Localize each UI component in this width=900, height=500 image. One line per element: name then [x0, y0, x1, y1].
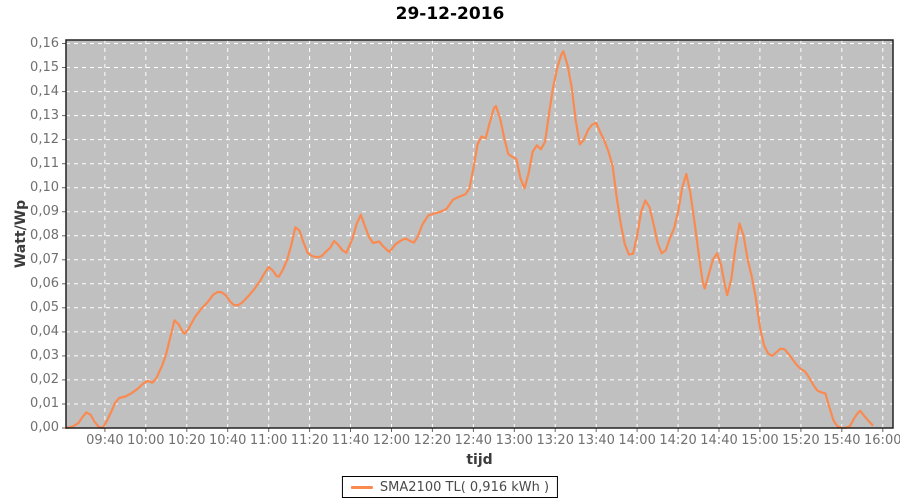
legend: SMA2100 TL( 0,916 kWh ) [341, 476, 559, 498]
y-tick-label: 0,13 [30, 107, 59, 123]
x-tick-label: 15:00 [741, 433, 779, 448]
y-tick-label: 0,06 [30, 275, 59, 291]
x-tick-label: 16:00 [864, 433, 900, 448]
x-tick-label: 12:40 [454, 433, 493, 448]
y-tick-label: 0,10 [30, 179, 59, 195]
y-tick-label: 0,07 [30, 251, 59, 267]
y-tick-label: 0,03 [30, 347, 59, 363]
y-tick-label: 0,11 [30, 155, 59, 171]
x-tick-label: 14:20 [659, 433, 697, 448]
x-tick-label: 12:20 [413, 433, 452, 448]
y-tick-label: 0,00 [30, 420, 59, 435]
x-tick-label: 09:40 [86, 433, 124, 448]
y-tick-label: 0,14 [30, 83, 59, 99]
legend-line-sample [350, 485, 373, 489]
x-axis-label: tijd [466, 452, 493, 468]
x-tick-label: 13:00 [495, 433, 534, 448]
x-tick-label: 11:40 [331, 433, 370, 448]
y-tick-label: 0,16 [30, 35, 59, 51]
x-tick-label: 14:40 [700, 433, 738, 448]
legend-label: SMA2100 TL( 0,916 kWh ) [379, 479, 550, 495]
x-tick-label: 13:40 [577, 433, 615, 448]
x-tick-label: 14:00 [618, 433, 656, 448]
x-tick-label: 10:00 [127, 433, 165, 448]
y-tick-label: 0,05 [30, 299, 59, 315]
chart-title: 29-12-2016 [395, 4, 505, 24]
y-tick-label: 0,08 [30, 227, 59, 243]
series-line [64, 50, 874, 430]
x-tick-label: 10:20 [168, 433, 206, 448]
x-tick-label: 12:00 [372, 433, 411, 448]
y-tick-label: 0,02 [30, 371, 59, 387]
y-tick-label: 0,01 [30, 395, 59, 411]
y-tick-label: 0,04 [30, 323, 59, 339]
y-tick-label: 0,15 [30, 59, 59, 75]
x-tick-label: 15:40 [823, 433, 861, 448]
x-tick-label: 15:20 [782, 433, 820, 448]
y-tick-label: 0,12 [30, 131, 59, 147]
x-tick-label: 13:20 [536, 433, 574, 448]
x-tick-label: 11:20 [290, 433, 329, 448]
x-tick-label: 10:40 [208, 433, 247, 448]
y-tick-label: 0,09 [30, 203, 59, 219]
x-tick-label: 11:00 [249, 433, 288, 448]
